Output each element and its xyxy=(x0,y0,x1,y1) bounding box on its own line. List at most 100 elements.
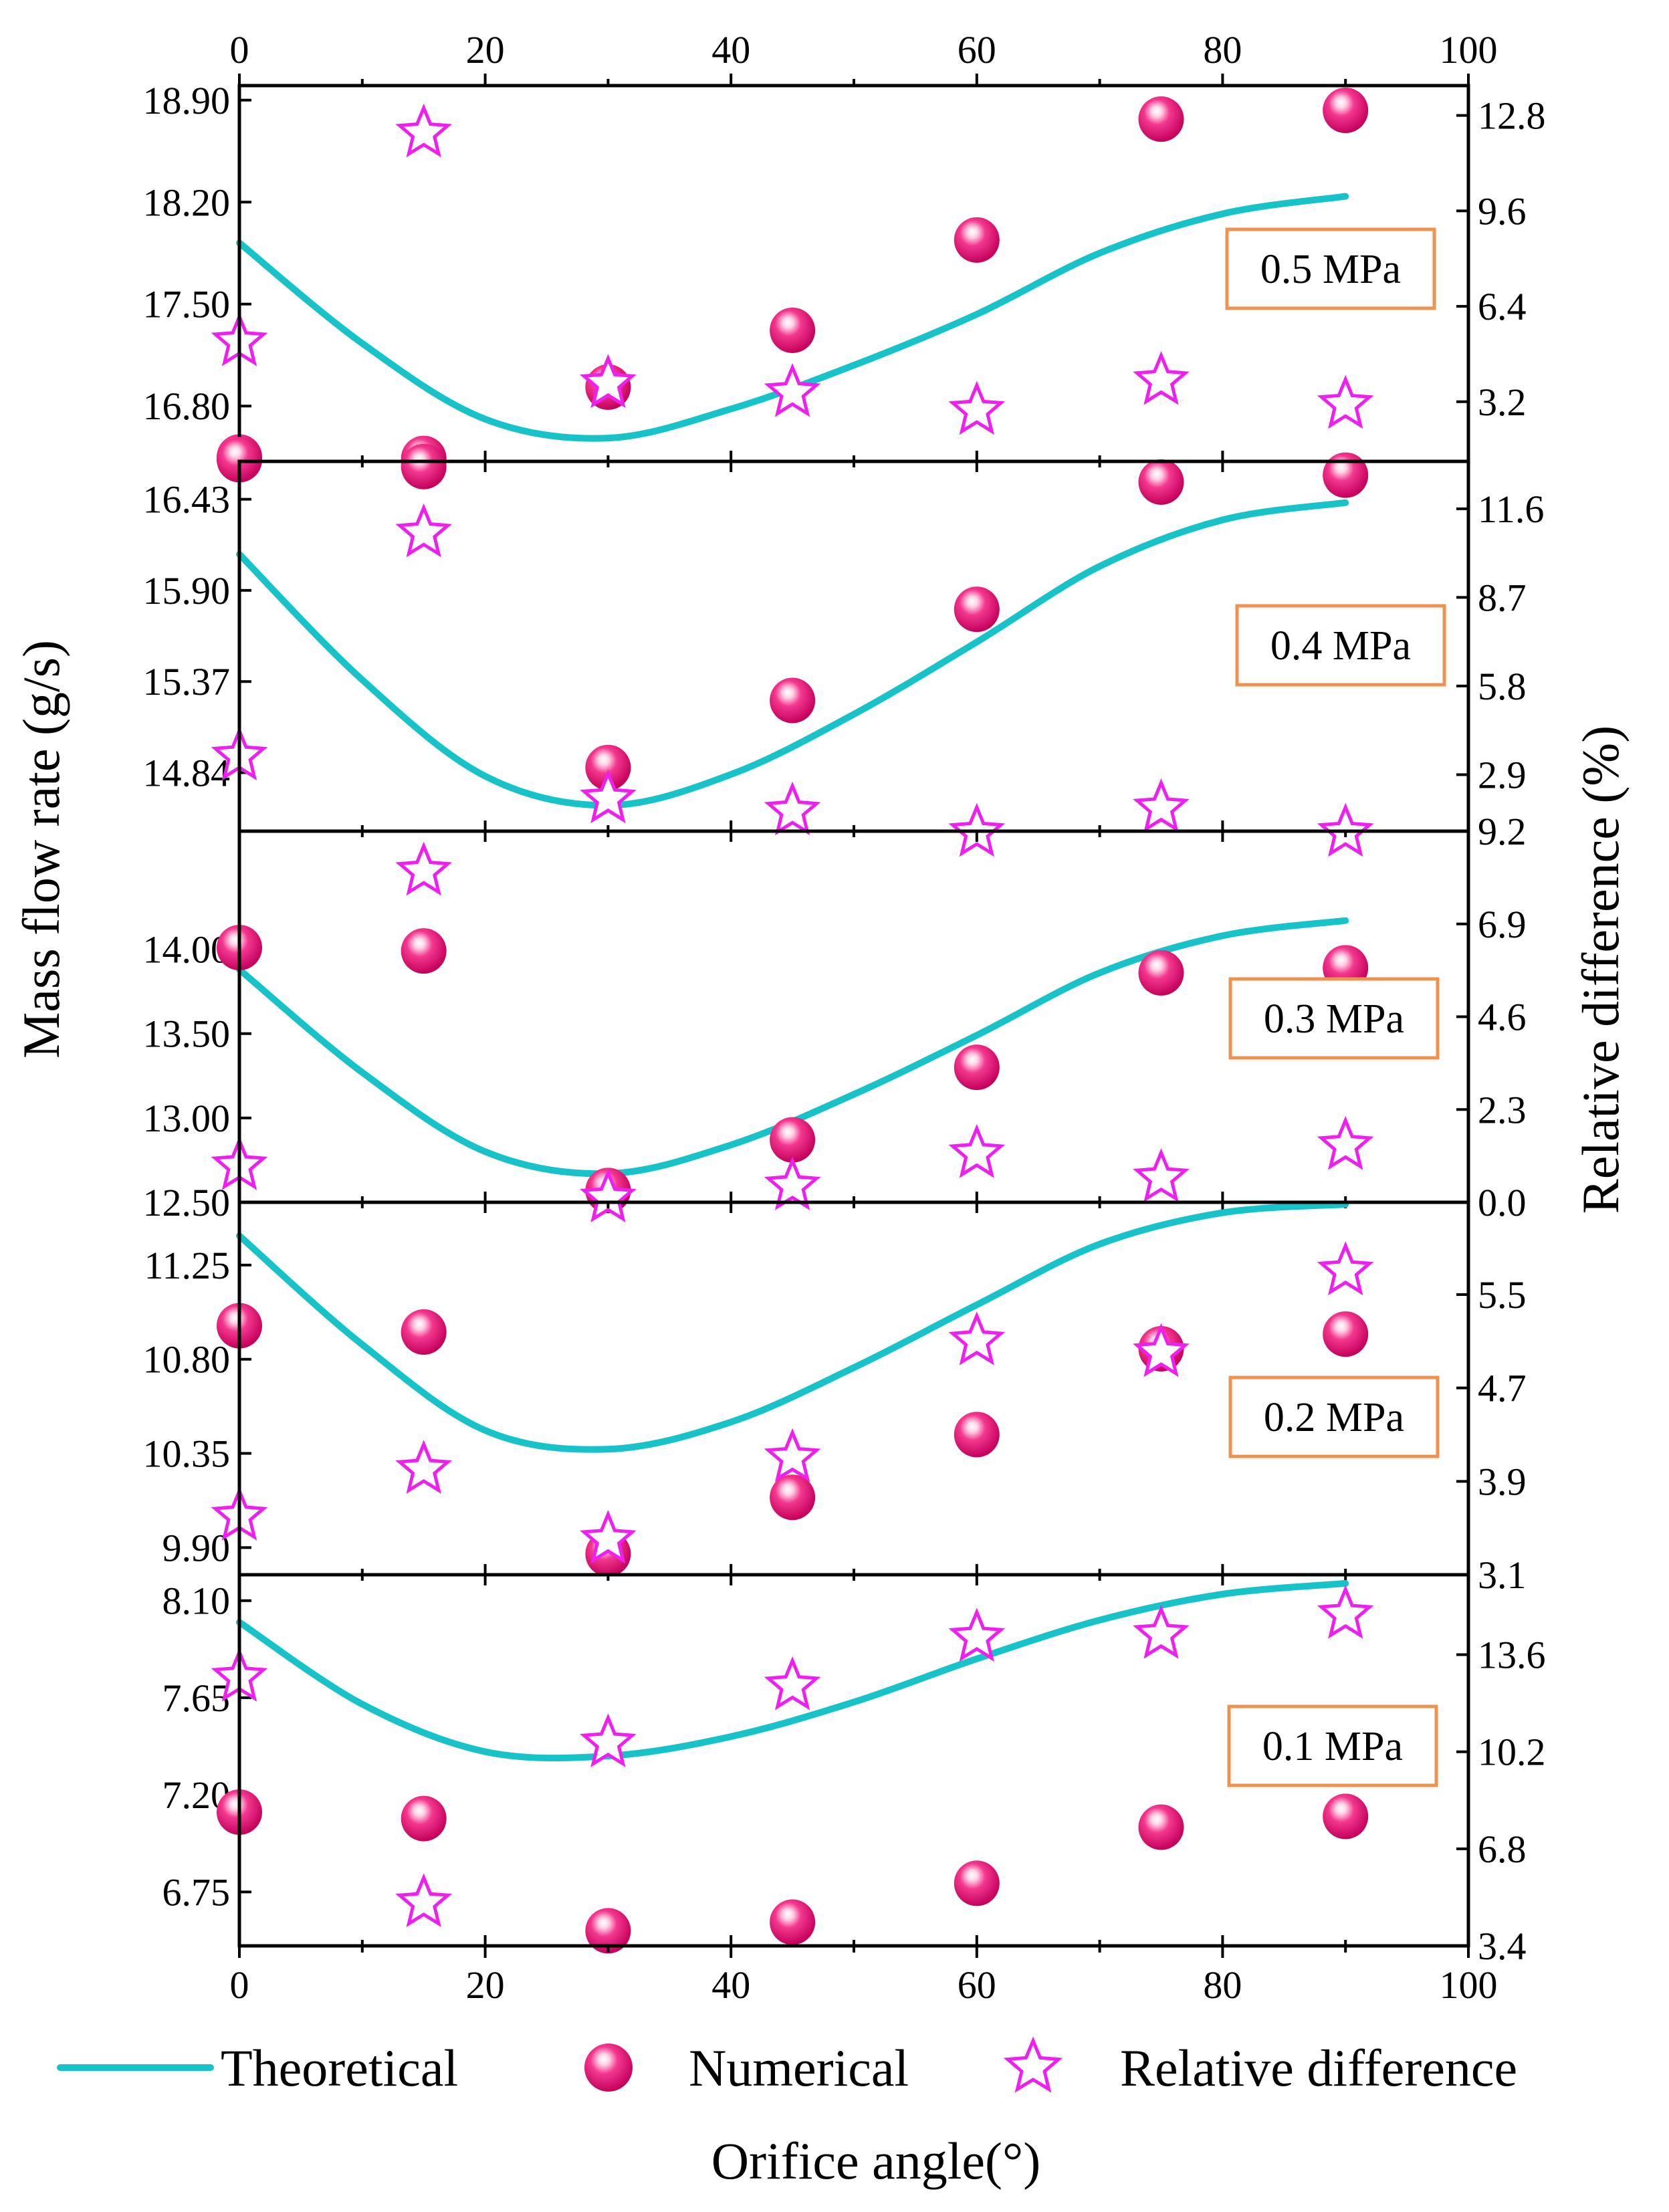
y2-tick-label: 0.0 xyxy=(1478,1181,1527,1224)
y-tick-label: 14.00 xyxy=(143,928,231,972)
pressure-label: 0.1 MPa xyxy=(1262,1724,1403,1769)
legend-relative-label: Relative difference xyxy=(1120,2039,1517,2097)
y-tick-label: 15.90 xyxy=(143,569,231,613)
y2-tick-label: 13.6 xyxy=(1478,1634,1546,1677)
numerical-point xyxy=(954,217,1000,263)
relative-point xyxy=(764,362,821,417)
y2-tick-label: 10.2 xyxy=(1478,1731,1546,1774)
numerical-point xyxy=(1323,452,1369,498)
y2-tick-label: 3.2 xyxy=(1478,380,1527,424)
panel-3: 12.50 13.00 13.50 14.00 0.0 2.3 4.6 6.9 9.2 0.3 M… xyxy=(143,810,1527,1224)
y-tick-label: 18.90 xyxy=(143,79,231,122)
x-bottom-tick-label: 80 xyxy=(1203,1963,1242,2007)
y2-tick-label: 3.4 xyxy=(1478,1924,1527,1968)
numerical-point xyxy=(401,928,447,974)
relative-point xyxy=(764,1428,821,1482)
x-top-tick-label: 20 xyxy=(466,28,505,72)
relative-point xyxy=(395,1873,453,1927)
relative-point xyxy=(1133,351,1190,405)
y2-tick-label: 9.6 xyxy=(1478,189,1527,233)
numerical-point xyxy=(1138,96,1184,142)
numerical-point xyxy=(770,1474,816,1521)
relative-point xyxy=(948,1608,1006,1662)
relative-point xyxy=(764,1656,821,1710)
theoretical-line xyxy=(236,499,1349,809)
relative-point xyxy=(395,841,453,896)
numerical-point xyxy=(954,586,1000,633)
y-tick-label: 14.84 xyxy=(143,752,231,795)
y2-tick-label: 3.9 xyxy=(1478,1460,1527,1503)
x-bottom-tick-label: 100 xyxy=(1440,1963,1498,2007)
x-top-tick-label: 100 xyxy=(1440,28,1498,72)
numerical-point xyxy=(1323,88,1369,134)
relative-point xyxy=(1317,1115,1374,1170)
panel-1: 16.80 17.50 18.20 18.90 3.2 6.4 9.6 12.8 0.5 MPa xyxy=(143,79,1546,481)
pressure-box xyxy=(1235,604,1446,687)
y2-axis-title: Relative difference (%) xyxy=(1571,726,1630,1214)
pressure-box xyxy=(1227,1704,1438,1787)
y-tick-label: 7.65 xyxy=(162,1676,231,1720)
numerical-point xyxy=(770,307,816,353)
panel-5: 6.757.207.658.103.46.810.213.60.1 MPa xyxy=(162,1573,1546,1968)
y-tick-label: 16.43 xyxy=(143,478,231,522)
pressure-box xyxy=(1228,1375,1440,1458)
y2-tick-label: 9.2 xyxy=(1478,810,1527,853)
numerical-point xyxy=(1138,950,1184,996)
y2-tick-label: 11.6 xyxy=(1478,487,1544,531)
x-axes-group: 0 0 20 20 40 40 60 60 80 80 100 100 xyxy=(230,28,1498,2007)
relative-point xyxy=(948,1124,1006,1178)
numerical-point xyxy=(770,1117,816,1163)
y-tick-label: 12.50 xyxy=(143,1181,231,1224)
y-tick-label: 16.80 xyxy=(143,384,231,428)
relative-point xyxy=(395,1440,453,1494)
x-bottom-tick-label: 40 xyxy=(711,1963,750,2007)
y2-tick-label: 3.1 xyxy=(1478,1553,1527,1597)
y2-tick-label: 12.8 xyxy=(1478,94,1546,138)
theoretical-line xyxy=(236,1579,1349,1762)
y2-tick-label: 2.3 xyxy=(1478,1088,1527,1131)
y2-tick-label: 5.5 xyxy=(1478,1273,1527,1317)
panel-2: 14.84 15.37 15.90 16.43 2.9 5.8 8.7 11.6 0.4 MPa xyxy=(143,437,1544,857)
relative-point xyxy=(395,103,453,158)
relative-point xyxy=(1317,374,1374,429)
x-top-tick-label: 60 xyxy=(958,28,996,72)
legend-star-shape xyxy=(1003,2036,1063,2093)
y-tick-label: 8.10 xyxy=(162,1579,231,1623)
numerical-point xyxy=(954,1044,1000,1091)
relative-point xyxy=(580,1713,637,1767)
numerical-point xyxy=(401,443,447,489)
x-top-tick-label: 40 xyxy=(711,28,750,72)
panel-4: 9.90 10.35 10.80 11.25 3.1 3.9 4.7 5.5 0.2 MPa xyxy=(143,1200,1527,1597)
pressure-label: 0.3 MPa xyxy=(1264,996,1404,1042)
legend: Theoretical Numerical Relative differenc… xyxy=(57,2036,1517,2097)
numerical-point xyxy=(585,1908,631,1954)
x-top-tick-label: 0 xyxy=(230,28,249,72)
y2-tick-label: 4.7 xyxy=(1478,1367,1527,1410)
y2-tick-label: 6.4 xyxy=(1478,285,1527,328)
legend-theoretical-label: Theoretical xyxy=(221,2039,458,2097)
relative-point xyxy=(1317,1241,1374,1296)
y-tick-label: 17.50 xyxy=(143,283,231,326)
legend-numerical-label: Numerical xyxy=(689,2039,909,2097)
y2-tick-label: 6.8 xyxy=(1478,1828,1527,1871)
x-bottom-tick-label: 60 xyxy=(958,1963,996,2007)
numerical-point xyxy=(401,1309,447,1355)
pressure-box xyxy=(1228,977,1440,1060)
theoretical-line xyxy=(236,1201,1349,1453)
y2-tick-label: 2.9 xyxy=(1478,753,1527,796)
numerical-point xyxy=(770,1899,816,1945)
relative-point xyxy=(1133,1605,1190,1659)
numerical-point xyxy=(1138,1804,1184,1850)
numerical-point xyxy=(1323,1793,1369,1840)
numerical-point xyxy=(954,1412,1000,1458)
pressure-label: 0.4 MPa xyxy=(1270,623,1411,669)
relative-point xyxy=(580,1168,637,1222)
relative-point xyxy=(1133,1323,1190,1377)
numerical-point xyxy=(954,1860,1000,1906)
relative-point xyxy=(1317,1585,1374,1639)
y-tick-label: 13.50 xyxy=(143,1012,231,1056)
relative-point xyxy=(580,1510,637,1564)
panels-group: 16.80 17.50 18.20 18.90 3.2 6.4 9.6 12.8 0.5 MPa… xyxy=(143,79,1546,1968)
numerical-point xyxy=(401,1795,447,1842)
